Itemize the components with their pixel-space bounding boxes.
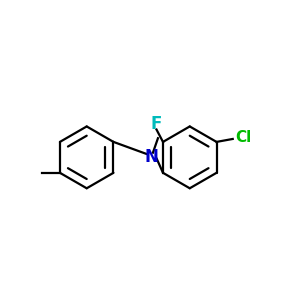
Text: Cl: Cl <box>235 130 251 145</box>
Text: N: N <box>145 148 158 166</box>
Text: F: F <box>151 115 162 133</box>
